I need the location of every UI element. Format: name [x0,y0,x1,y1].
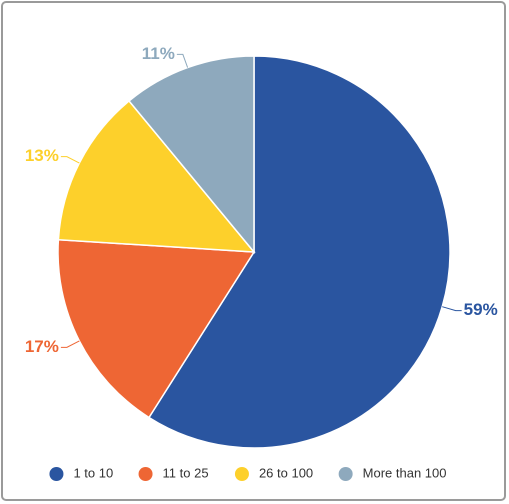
data-label: 11% [142,44,175,63]
leader-line [60,340,80,348]
legend-label: 11 to 25 [163,465,209,480]
legend-label: 26 to 100 [259,465,313,480]
legend-label: More than 100 [363,465,447,480]
leader-line [60,156,80,164]
leader-line [176,53,189,68]
data-label: 59% [464,300,498,319]
data-label: 17% [25,337,59,356]
pie-slice [57,238,256,419]
data-label: 13% [25,146,59,165]
legend-swatch [49,467,64,481]
legend-swatch [338,467,353,481]
legend-swatch [234,467,249,481]
legend-swatch [138,467,153,481]
pie-slice [147,55,451,449]
legend-label: 1 to 10 [73,465,113,480]
leader-line [442,306,462,312]
